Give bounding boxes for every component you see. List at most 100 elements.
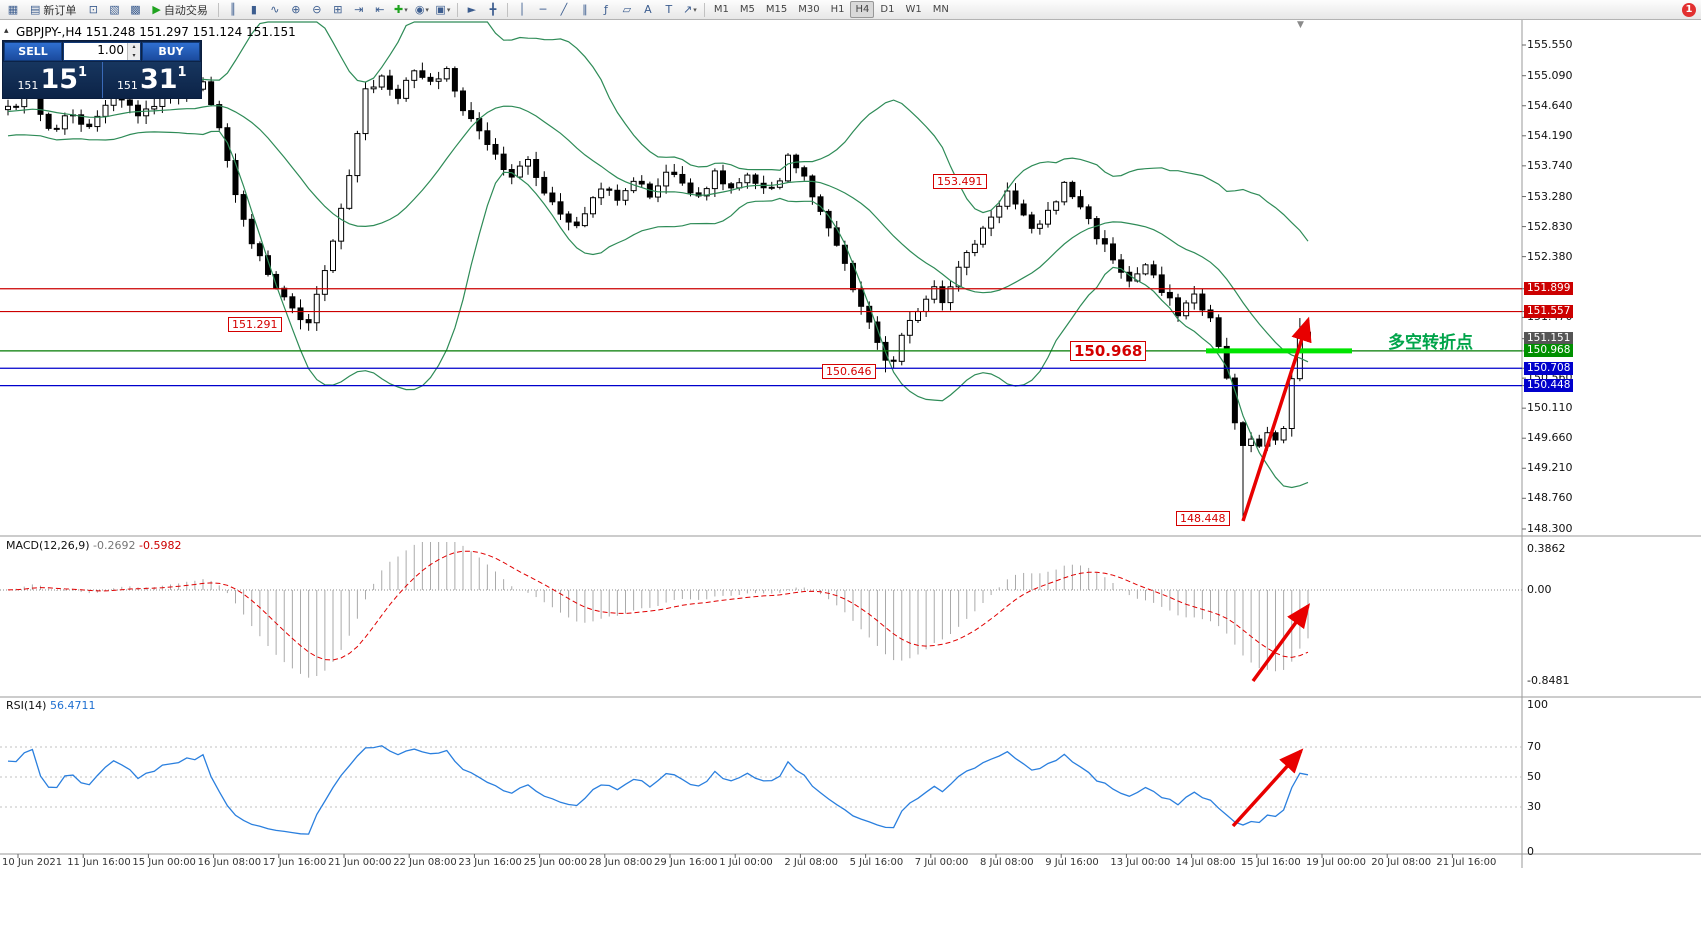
timeframe-h1-button[interactable]: H1	[830, 4, 845, 15]
macd-scale-label: 0.3862	[1527, 541, 1566, 555]
volume-down-icon[interactable]: ▾	[127, 51, 140, 60]
line-chart-icon[interactable]: ∿	[270, 3, 280, 16]
buy-button[interactable]: BUY	[142, 42, 200, 61]
time-axis-label: 8 Jul 08:00	[980, 857, 1034, 868]
ask-price[interactable]: 151 31 1	[101, 62, 202, 98]
ask-price-sup: 1	[177, 65, 187, 80]
timeframe-mn-button[interactable]: MN	[932, 4, 949, 15]
bid-price-big: 15	[40, 64, 79, 95]
trendline-icon[interactable]: ╱	[560, 3, 568, 16]
price-callout[interactable]: 150.646	[822, 364, 876, 379]
macd-name: MACD(12,26,9)	[6, 539, 90, 552]
time-axis-label: 1 Jul 00:00	[719, 857, 773, 868]
volume-stepper[interactable]: 1.00 ▴ ▾	[63, 42, 141, 61]
data-window-icon[interactable]: ▩	[130, 3, 141, 16]
horizontal-line-icon[interactable]: ─	[539, 3, 547, 16]
time-axis-label: 21 Jul 16:00	[1436, 857, 1497, 868]
market-watch-icon[interactable]: ▧	[109, 3, 120, 16]
bid-price[interactable]: 151 15 1	[3, 62, 102, 98]
template-icon[interactable]: ▣ ▾	[435, 3, 451, 16]
sell-button[interactable]: SELL	[4, 42, 62, 61]
autotrade-button[interactable]: ▶ 自动交易	[146, 1, 213, 19]
bar-chart-icon[interactable]: ║	[229, 3, 237, 16]
axis-ticks	[17, 44, 1526, 858]
volume-value[interactable]: 1.00	[97, 43, 124, 57]
zoom-out-icon[interactable]: ⊖	[312, 3, 322, 16]
rsi-scale-label: 100	[1527, 698, 1548, 711]
fibonacci-icon[interactable]: ƒ	[603, 3, 608, 16]
time-axis-label: 15 Jul 16:00	[1240, 857, 1301, 868]
candlestick-chart-icon[interactable]: ▮	[250, 3, 257, 16]
chart-shift-icon[interactable]: ⇤	[375, 3, 385, 16]
arrows-icon-dropdown[interactable]: ▾	[693, 5, 697, 14]
add-indicator-icon[interactable]: ✚ ▾	[394, 3, 408, 16]
timeframe-d1-button[interactable]: D1	[880, 4, 895, 15]
text-icon[interactable]: A	[644, 3, 652, 16]
horizontal-lines[interactable]	[0, 288, 1522, 387]
shapes-icon[interactable]: ▱	[622, 3, 632, 16]
toolbar-separator	[217, 2, 219, 17]
period-selector-icon[interactable]: ◉ ▾	[414, 3, 429, 16]
timeframe-m15-button[interactable]: M15	[765, 4, 788, 15]
price-callout[interactable]: 151.291	[228, 317, 282, 332]
price-scale-label: 149.210	[1527, 461, 1573, 475]
price-scale-label: 153.280	[1527, 189, 1573, 203]
one-click-panel-toggle[interactable]: ▴	[4, 26, 9, 36]
timeframe-m1-button[interactable]: M1	[713, 4, 729, 15]
time-axis-label: 5 Jul 16:00	[849, 857, 904, 868]
timeframe-m5-button[interactable]: M5	[739, 4, 755, 15]
time-axis-label: 16 Jun 08:00	[197, 857, 262, 868]
timeframe-h4-button[interactable]: H4	[850, 1, 875, 18]
tile-windows-icon[interactable]: ⊞	[333, 3, 343, 16]
time-axis-label: 14 Jul 08:00	[1175, 857, 1236, 868]
time-axis-label: 29 Jun 16:00	[654, 857, 718, 868]
price-callout[interactable]: 148.448	[1176, 511, 1230, 526]
price-callout[interactable]: 150.968	[1070, 341, 1147, 361]
price-scale-label: 148.300	[1527, 522, 1573, 535]
cursor-icon[interactable]: ►	[467, 3, 477, 16]
crosshair-icon[interactable]: ╋	[489, 3, 497, 16]
toolbar-separator	[456, 2, 458, 17]
chart-profiles-icon[interactable]: ⊡	[88, 3, 99, 16]
rsi-scale-label: 70	[1527, 740, 1541, 753]
bid-price-sup: 1	[78, 65, 88, 80]
arrows-icon[interactable]: ↗ ▾	[683, 3, 697, 16]
new-order-button[interactable]: ▤ 新订单	[24, 1, 82, 19]
one-click-trading-panel: SELL 1.00 ▴ ▾ BUY 151 15 1 151 31 1	[2, 40, 202, 99]
rsi-name: RSI(14)	[6, 699, 47, 712]
chart-shift-marker-icon[interactable]: ▼	[1297, 20, 1304, 30]
label-icon[interactable]: T	[665, 3, 673, 16]
chart-window-icon[interactable]: ▦	[7, 3, 19, 16]
time-axis-label: 23 Jun 16:00	[458, 857, 522, 868]
chart-ohlc-info: GBPJPY-,H4 151.248 151.297 151.124 151.1…	[16, 25, 296, 39]
timeframe-m30-button[interactable]: M30	[798, 4, 820, 15]
price-scale-label: 148.760	[1527, 491, 1573, 505]
notification-badge[interactable]: 1	[1682, 2, 1696, 17]
template-icon-dropdown[interactable]: ▾	[446, 5, 451, 14]
auto-scroll-icon[interactable]: ⇥	[354, 3, 364, 16]
channel-icon[interactable]: ∥	[582, 3, 588, 16]
zoom-in-icon[interactable]: ⊕	[291, 3, 301, 16]
toolbar-separator	[506, 2, 508, 17]
period-selector-icon-dropdown[interactable]: ▾	[425, 5, 429, 14]
volume-up-icon[interactable]: ▴	[127, 43, 140, 52]
time-axis-label: 13 Jul 00:00	[1110, 857, 1171, 868]
timeframe-w1-button[interactable]: W1	[905, 4, 922, 15]
price-scale-label: 153.740	[1527, 158, 1573, 172]
ask-price-big: 31	[139, 64, 178, 95]
toolbar-separator	[703, 2, 705, 17]
price-callout[interactable]: 153.491	[933, 174, 987, 189]
bollinger-bands[interactable]	[7, 21, 1309, 489]
time-axis-label: 15 Jun 00:00	[132, 857, 196, 868]
time-axis-label: 28 Jun 08:00	[588, 857, 653, 868]
add-indicator-icon-dropdown[interactable]: ▾	[404, 5, 408, 14]
vertical-line-icon[interactable]: │	[518, 3, 526, 16]
trend-arrows[interactable]	[1231, 316, 1312, 828]
time-axis-label: 7 Jul 00:00	[914, 857, 969, 868]
time-axis-label: 21 Jun 00:00	[328, 857, 392, 868]
trend-annotation[interactable]: 多空转折点	[1388, 333, 1473, 353]
macd-label: MACD(12,26,9) -0.2692 -0.5982	[6, 539, 181, 552]
price-scale-label: 152.830	[1527, 219, 1573, 233]
